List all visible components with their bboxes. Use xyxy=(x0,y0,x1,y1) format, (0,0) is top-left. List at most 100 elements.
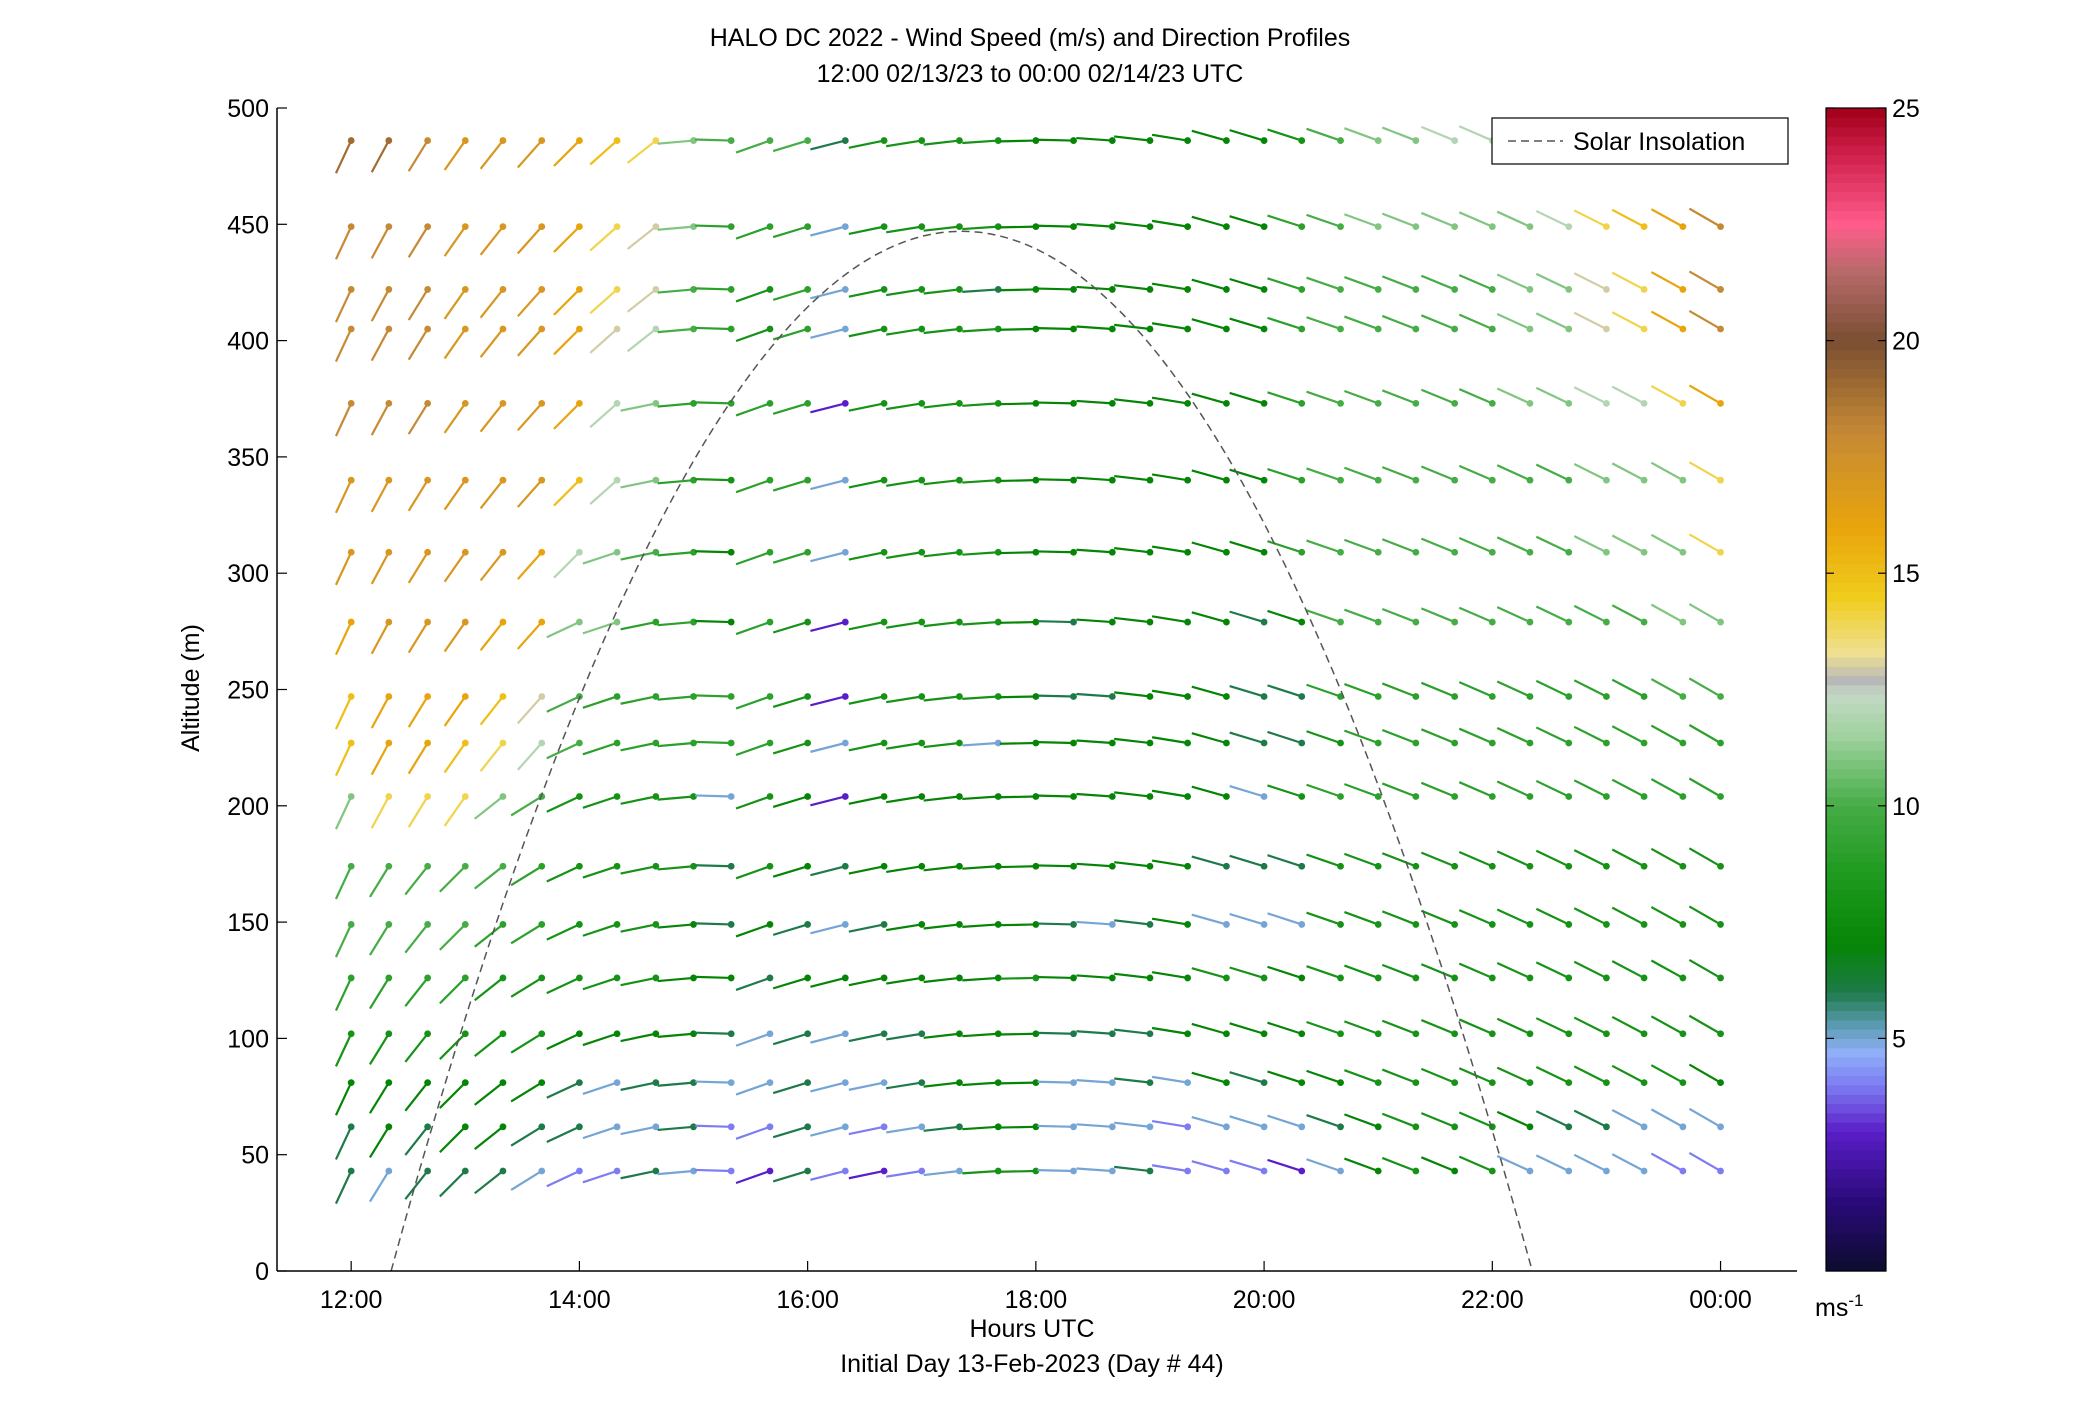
wind-barb-point xyxy=(613,286,621,293)
wind-barb-shaft xyxy=(735,479,771,494)
wind-barb-shaft xyxy=(407,226,429,258)
wind-barb-shaft xyxy=(657,1081,694,1087)
wind-barb-shaft xyxy=(1381,126,1417,142)
wind-barb-point xyxy=(880,548,888,556)
wind-barb-shaft xyxy=(1076,1123,1113,1128)
wind-barb-point xyxy=(1223,1167,1230,1175)
chart-subtitle: 12:00 02/13/23 to 00:00 02/14/23 UTC xyxy=(817,60,1244,88)
wind-barb-point xyxy=(1184,223,1192,231)
wind-barb-point xyxy=(1488,325,1496,333)
colorbar-band xyxy=(1826,1215,1886,1226)
wind-barb-shaft xyxy=(1191,855,1227,868)
x-axis-label: Hours UTC xyxy=(969,1315,1094,1343)
colorbar-band xyxy=(1826,1131,1886,1142)
wind-barb-shaft xyxy=(1306,609,1341,624)
wind-barb-point xyxy=(1298,476,1306,484)
colorbar-band xyxy=(1826,1047,1886,1058)
wind-barb-point xyxy=(1184,286,1192,293)
wind-barb-shaft xyxy=(735,1081,771,1096)
wind-barb-shaft xyxy=(516,288,543,318)
colorbar-band xyxy=(1826,833,1886,844)
wind-barb-shaft xyxy=(1151,789,1188,798)
wind-barb-point xyxy=(1260,618,1268,626)
wind-barb-shaft xyxy=(582,923,618,937)
wind-barb-shaft xyxy=(772,976,808,990)
wind-barb-point xyxy=(1146,325,1154,333)
wind-barb-point xyxy=(1679,286,1687,293)
wind-barb-shaft xyxy=(1573,1065,1607,1084)
wind-barb-point xyxy=(880,325,888,333)
wind-barb-point xyxy=(1146,862,1154,870)
wind-barb-point xyxy=(727,1030,735,1038)
wind-barb-shaft xyxy=(582,741,618,756)
wind-barb-shaft xyxy=(735,402,771,417)
wind-barb-point xyxy=(1070,325,1077,333)
wind-barb-shaft xyxy=(1151,545,1188,554)
wind-barb-point xyxy=(652,400,660,407)
colorbar-band xyxy=(1826,591,1886,602)
wind-barb-point xyxy=(1679,1167,1687,1175)
wind-barb-shaft xyxy=(735,1032,771,1047)
wind-barb-shaft xyxy=(334,923,353,958)
wind-barb-point xyxy=(1108,400,1116,407)
wind-barb-point xyxy=(1412,1030,1420,1038)
wind-barb-shaft xyxy=(735,741,771,757)
wind-barb-point xyxy=(804,476,812,484)
wind-barb-shaft xyxy=(443,402,467,434)
wind-barb-point xyxy=(766,325,774,333)
wind-barb-point xyxy=(347,286,355,293)
wind-barb-point xyxy=(1565,862,1573,870)
wind-barb-shaft xyxy=(848,923,885,933)
wind-barb-point xyxy=(424,548,432,556)
wind-barb-point xyxy=(538,223,546,231)
wind-barb-shaft xyxy=(1037,138,1074,142)
wind-barb-point xyxy=(1451,137,1459,144)
wind-barb-point xyxy=(918,974,926,982)
colorbar-band xyxy=(1826,377,1886,388)
wind-barb-point xyxy=(461,693,469,700)
wind-barb-point xyxy=(1451,618,1459,626)
wind-barb-shaft xyxy=(334,1170,353,1205)
wind-barb-point xyxy=(1451,223,1459,231)
wind-barb-shaft xyxy=(1496,961,1531,979)
wind-barb-point xyxy=(1223,137,1230,144)
wind-barb-shaft xyxy=(1151,1164,1188,1173)
colorbar-band xyxy=(1826,359,1886,370)
wind-barb-shaft xyxy=(334,226,353,260)
wind-barb-point xyxy=(652,223,660,231)
wind-barb-shaft xyxy=(404,1033,429,1063)
wind-barb-shaft xyxy=(334,977,353,1012)
wind-barb-point xyxy=(880,400,888,407)
wind-barb-point xyxy=(1223,1079,1230,1086)
wind-barb-shaft xyxy=(848,225,885,235)
wind-barb-point xyxy=(880,739,888,747)
wind-barb-shaft xyxy=(553,288,581,316)
colorbar-band xyxy=(1826,526,1886,537)
wind-barb-shaft xyxy=(1344,729,1379,745)
wind-barb-shaft xyxy=(1191,1022,1227,1035)
wind-barb-shaft xyxy=(1114,284,1151,291)
wind-barb-shaft xyxy=(886,1081,922,1090)
wind-barb-point xyxy=(918,1123,926,1131)
wind-barb-point xyxy=(538,618,546,626)
wind-barb-shaft xyxy=(1458,727,1493,745)
wind-barb-shaft xyxy=(620,479,657,489)
wind-barb-point xyxy=(956,921,963,928)
wind-barb-shaft xyxy=(626,328,657,353)
wind-barb-shaft xyxy=(1306,965,1341,979)
wind-barb-point xyxy=(1337,618,1344,626)
wind-barb-shaft xyxy=(1229,966,1265,979)
wind-barb-point xyxy=(1451,1123,1459,1131)
wind-barb-point xyxy=(1603,921,1610,928)
wind-barb-point xyxy=(461,739,469,747)
colorbar-tick-label: 5 xyxy=(1892,1025,1906,1053)
wind-barb-shaft xyxy=(334,328,353,363)
wind-barb-point xyxy=(424,223,432,231)
wind-barb-shaft xyxy=(1267,214,1303,228)
legend-label: Solar Insolation xyxy=(1573,128,1745,156)
wind-barb-shaft xyxy=(1458,536,1493,554)
wind-barb-shaft xyxy=(370,742,390,776)
wind-barb-point xyxy=(1070,286,1077,293)
wind-barb-point xyxy=(1146,548,1154,556)
wind-barb-point xyxy=(1260,862,1268,870)
